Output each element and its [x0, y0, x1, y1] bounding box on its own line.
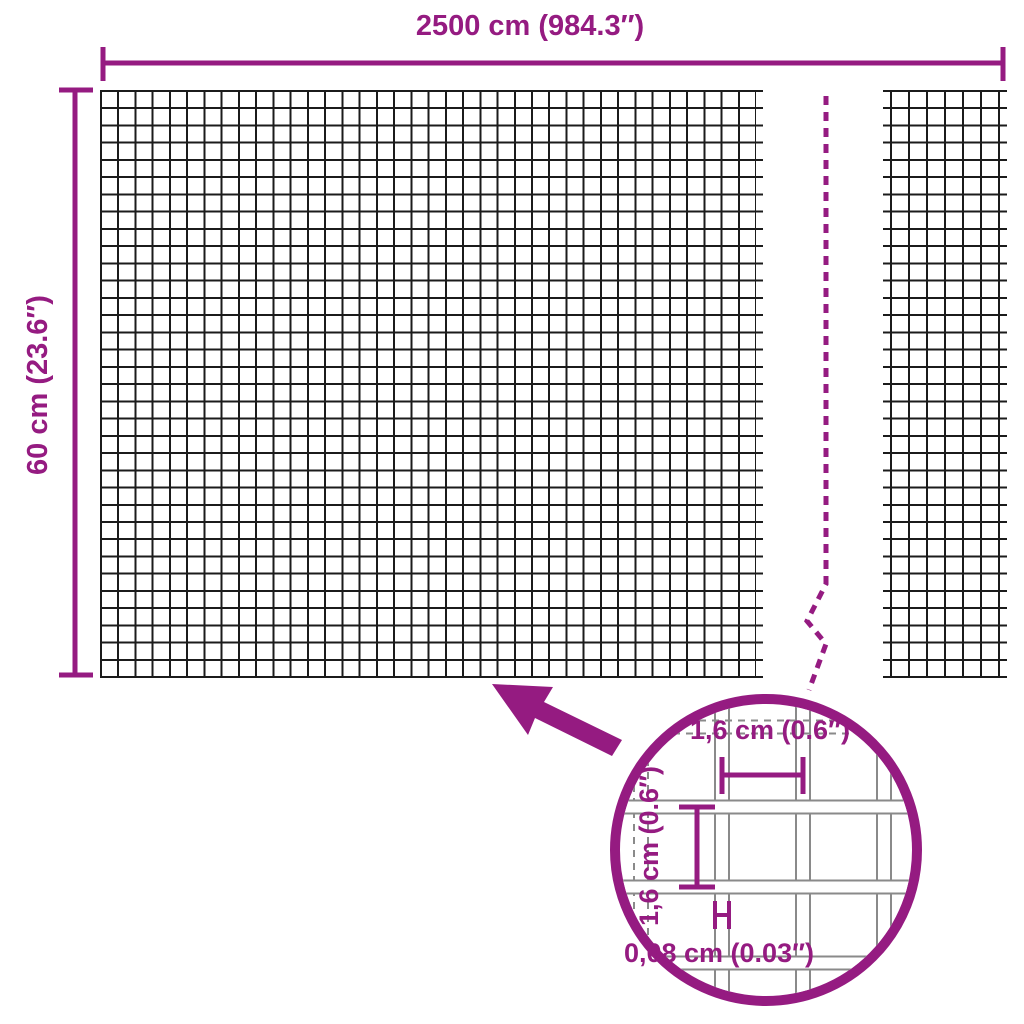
- break-line: [804, 96, 829, 691]
- wire-thickness-label: 0,08 cm (0.03″): [623, 938, 815, 968]
- mesh-panel-right: [883, 90, 1007, 678]
- width-dimension-label: 2500 cm (984.3″): [415, 10, 645, 42]
- height-dimension-label: 60 cm (23.6″): [22, 295, 54, 475]
- pointer-arrow-icon: [492, 684, 622, 756]
- detail-circle: [610, 694, 922, 1006]
- wire-thickness-measure: [713, 901, 731, 929]
- detail-horizontal-spacing-label: 1,6 cm (0.6″): [689, 715, 850, 745]
- mesh-panel-left: [100, 90, 763, 678]
- detail-horizontal-measure: [719, 757, 806, 794]
- height-dimension-line: [59, 87, 93, 678]
- width-dimension-line: [100, 47, 1006, 81]
- detail-vertical-measure: [679, 804, 715, 890]
